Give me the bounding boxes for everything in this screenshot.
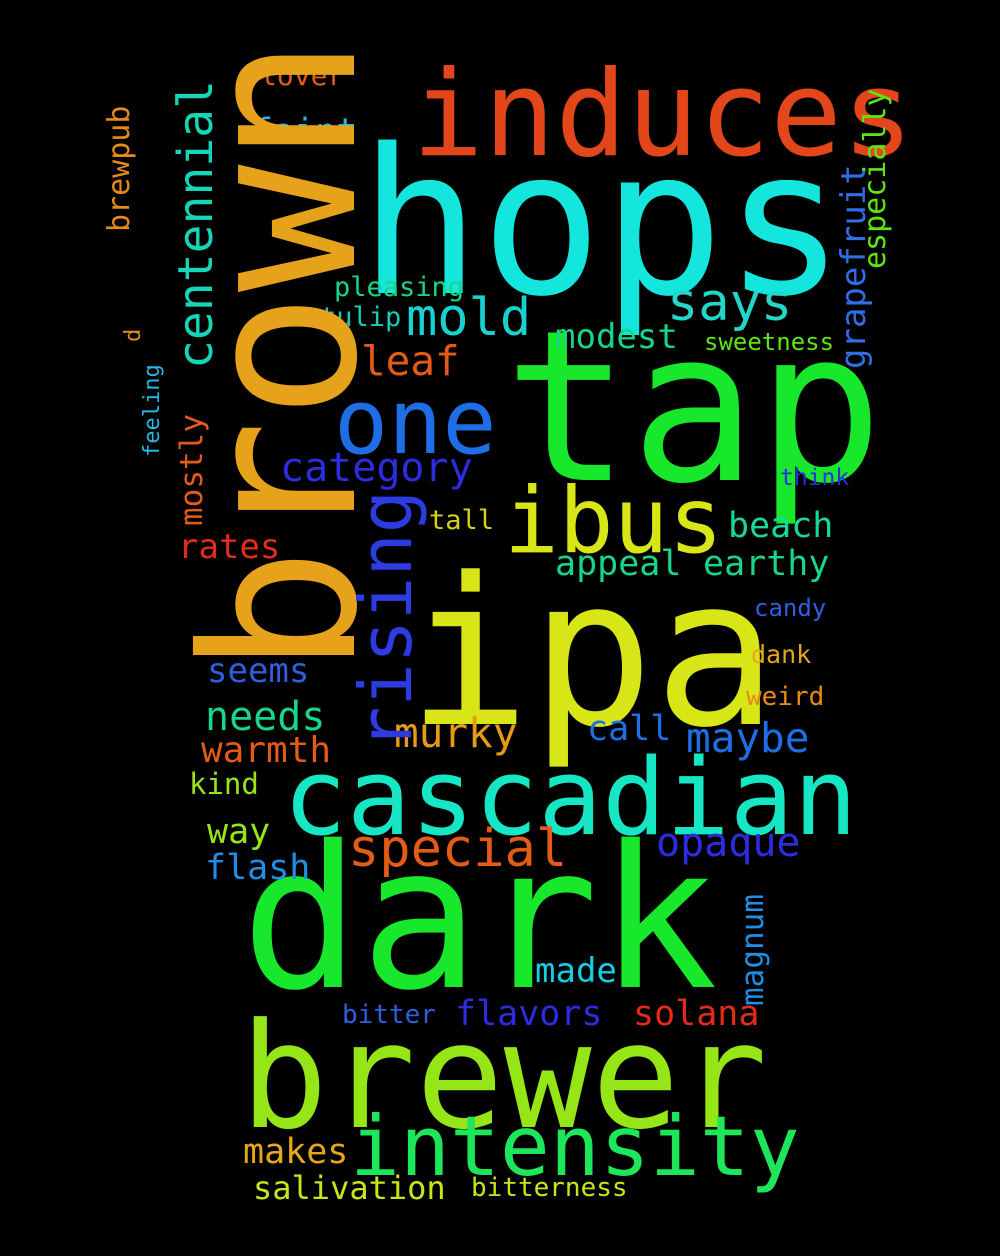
word-dark: dark	[241, 803, 718, 1034]
word-bitter: bitter	[342, 1000, 436, 1030]
word-earthy: earthy	[703, 544, 830, 584]
word-category: category	[280, 445, 473, 491]
word-one: one	[334, 370, 497, 475]
word-brewer: brewer	[240, 992, 768, 1162]
word-opaque: opaque	[656, 820, 801, 866]
word-bitterness: bitterness	[471, 1173, 628, 1203]
word-appeal: appeal	[555, 544, 682, 584]
word-maybe: maybe	[686, 714, 810, 762]
word-call: call	[587, 709, 672, 749]
word-dank: dank	[751, 640, 812, 669]
word-weird: weird	[746, 682, 825, 712]
word-centennial: centennial	[168, 80, 224, 369]
word-sweetness: sweetness	[704, 328, 835, 356]
word-warmth: warmth	[201, 730, 332, 771]
word-says: says	[667, 273, 793, 333]
word-seems: seems	[207, 651, 310, 691]
word-especially: especially	[858, 88, 893, 269]
word-rates: rates	[178, 527, 281, 567]
word-tall: tall	[429, 505, 495, 536]
word-tulip: tulip	[320, 302, 402, 333]
word-flavors: flavors	[455, 994, 603, 1034]
word-faint: faint	[252, 112, 358, 152]
word-beach: beach	[728, 506, 834, 546]
word-ibus: ibus	[504, 469, 724, 574]
word-intensity: intensity	[350, 1098, 800, 1195]
word-magnum: magnum	[735, 894, 771, 1006]
word-needs: needs	[205, 694, 326, 740]
word-salivation: salivation	[253, 1169, 446, 1207]
word-lover: lover	[260, 59, 345, 92]
word-way: way	[207, 812, 271, 852]
word-kind: kind	[189, 767, 259, 801]
word-mold: mold	[406, 288, 532, 348]
word-pleasing: pleasing	[334, 272, 465, 303]
word-leaf: leaf	[361, 337, 460, 385]
word-modest: modest	[555, 317, 678, 357]
word-murky: murky	[394, 709, 518, 757]
word-tap: tap	[504, 285, 884, 530]
word-solana: solana	[633, 994, 760, 1034]
word-hops: hops	[359, 105, 846, 341]
word-flash: flash	[205, 848, 311, 888]
word-rising: rising	[344, 489, 428, 750]
word-brewpub: brewpub	[102, 105, 137, 232]
word-made: made	[535, 951, 617, 991]
word-ipa: ipa	[407, 535, 778, 773]
word-cascadian: cascadian	[283, 736, 858, 859]
word-feeling: feeling	[140, 364, 165, 457]
word-induces: induces	[412, 46, 914, 184]
word-think: think	[780, 465, 850, 491]
word-special: special	[348, 819, 568, 879]
word-mostly: mostly	[174, 414, 210, 526]
word-candy: candy	[754, 594, 827, 622]
word-makes: makes	[243, 1132, 349, 1172]
word-d: d	[121, 328, 146, 342]
